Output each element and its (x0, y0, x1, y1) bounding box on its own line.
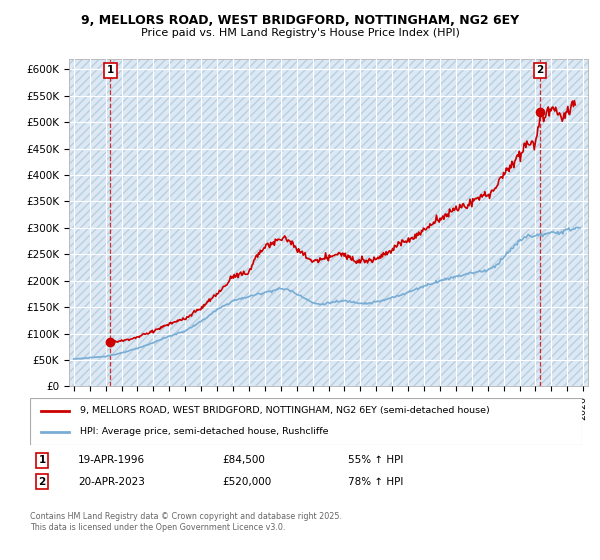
Text: 1: 1 (38, 455, 46, 465)
Text: £84,500: £84,500 (222, 455, 265, 465)
Text: HPI: Average price, semi-detached house, Rushcliffe: HPI: Average price, semi-detached house,… (80, 427, 328, 436)
Text: 9, MELLORS ROAD, WEST BRIDGFORD, NOTTINGHAM, NG2 6EY: 9, MELLORS ROAD, WEST BRIDGFORD, NOTTING… (81, 14, 519, 27)
Text: Price paid vs. HM Land Registry's House Price Index (HPI): Price paid vs. HM Land Registry's House … (140, 28, 460, 38)
Text: 9, MELLORS ROAD, WEST BRIDGFORD, NOTTINGHAM, NG2 6EY (semi-detached house): 9, MELLORS ROAD, WEST BRIDGFORD, NOTTING… (80, 407, 490, 416)
Text: 2: 2 (536, 66, 544, 76)
Text: 20-APR-2023: 20-APR-2023 (78, 477, 145, 487)
Text: Contains HM Land Registry data © Crown copyright and database right 2025.
This d: Contains HM Land Registry data © Crown c… (30, 512, 342, 532)
Text: 78% ↑ HPI: 78% ↑ HPI (348, 477, 403, 487)
Text: 2: 2 (38, 477, 46, 487)
Text: 55% ↑ HPI: 55% ↑ HPI (348, 455, 403, 465)
Text: £520,000: £520,000 (222, 477, 271, 487)
Text: 19-APR-1996: 19-APR-1996 (78, 455, 145, 465)
Text: 1: 1 (107, 66, 114, 76)
